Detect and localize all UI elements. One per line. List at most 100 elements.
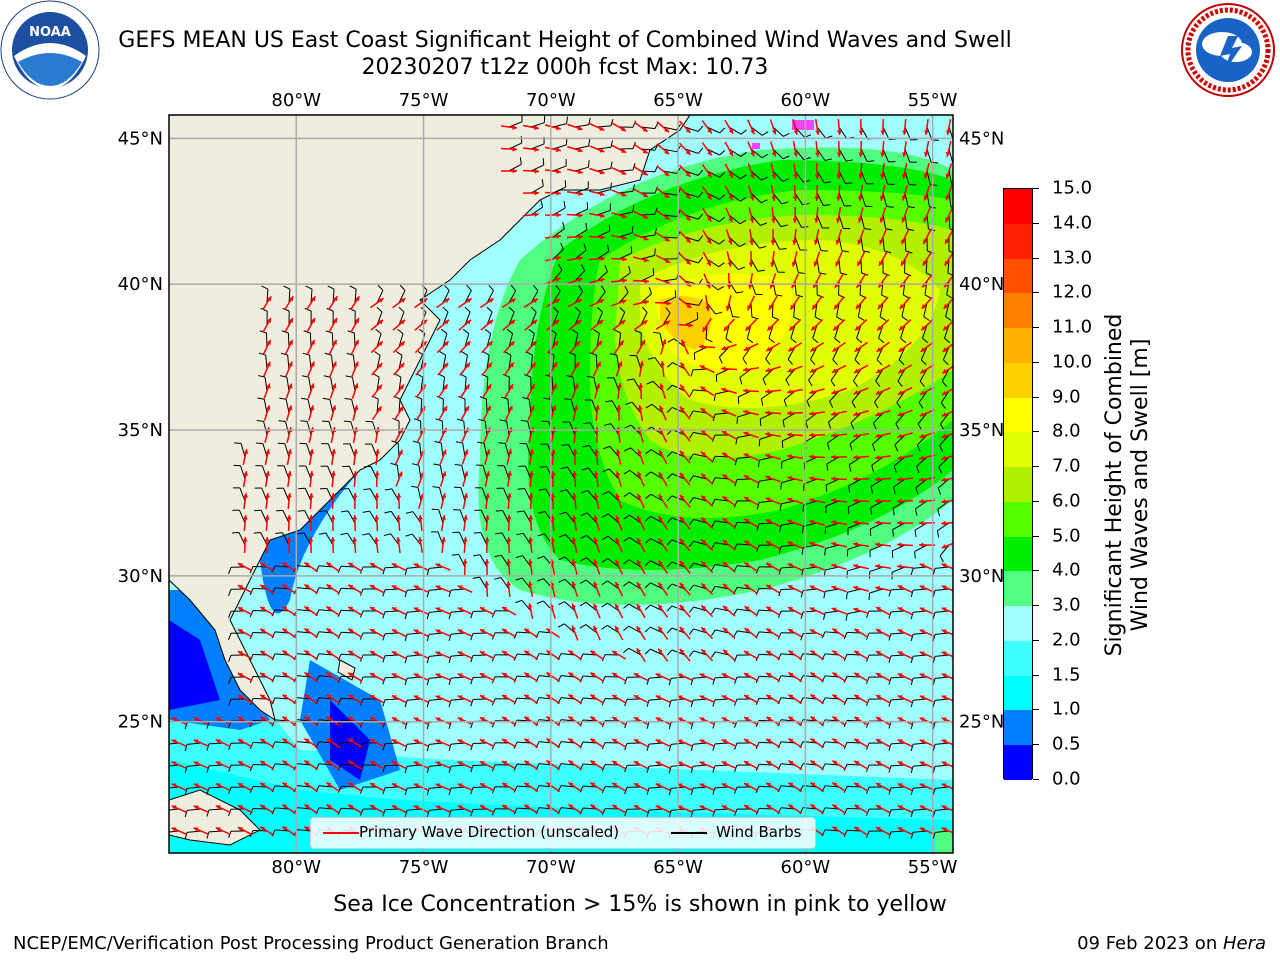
wave-arrow-head bbox=[658, 560, 663, 566]
wind-barb-feather bbox=[513, 741, 518, 749]
wind-barb-feather bbox=[231, 531, 239, 534]
wind-barb-feather bbox=[646, 787, 650, 795]
wave-arrow-head bbox=[266, 339, 271, 345]
wave-arrow-head bbox=[171, 783, 177, 788]
wind-barb bbox=[297, 807, 312, 810]
wind-barb bbox=[750, 214, 761, 226]
colorbar-tick-label: 13.0 bbox=[1052, 247, 1093, 269]
wave-arrow-head bbox=[706, 261, 711, 267]
wind-barb bbox=[825, 675, 840, 678]
wind-barb-feather bbox=[163, 744, 165, 751]
wind-barb bbox=[838, 214, 844, 229]
wave-arrow-head bbox=[875, 827, 881, 832]
wind-barb bbox=[935, 654, 950, 657]
wave-arrow-head bbox=[353, 405, 359, 411]
wind-barb bbox=[737, 608, 752, 612]
wave-arrow-head bbox=[369, 563, 375, 568]
wind-barb-feather bbox=[689, 389, 694, 397]
wave-arrow-head bbox=[919, 651, 925, 656]
wind-barb bbox=[429, 632, 444, 635]
wave-arrow-head bbox=[787, 389, 792, 395]
wind-barb-feather bbox=[688, 540, 694, 548]
wind-barb-feather bbox=[846, 159, 854, 162]
wave-arrow-head bbox=[326, 738, 332, 743]
wave-arrow-head bbox=[556, 147, 561, 153]
wave-arrow-head bbox=[308, 515, 314, 520]
wind-barb bbox=[567, 466, 576, 480]
wind-barb bbox=[662, 278, 677, 282]
wave-arrow-head bbox=[721, 695, 727, 700]
wind-barb bbox=[330, 377, 334, 392]
wind-barb bbox=[849, 434, 862, 445]
wind-barb-feather bbox=[536, 578, 544, 582]
wind-barb bbox=[781, 456, 796, 463]
colorbar-segment bbox=[1004, 501, 1032, 537]
wave-arrow-head bbox=[728, 195, 733, 201]
wind-barb-feather bbox=[755, 654, 760, 661]
wind-barb bbox=[368, 533, 378, 546]
wave-arrow-head bbox=[326, 650, 332, 655]
wind-barb bbox=[662, 170, 677, 175]
wave-arrow-head bbox=[326, 606, 332, 611]
wave-arrow-head bbox=[479, 783, 485, 788]
wind-barb-feather bbox=[597, 306, 603, 313]
wind-barb-feather bbox=[628, 265, 631, 274]
wave-arrow-head bbox=[502, 805, 508, 810]
wave-arrow-head bbox=[413, 695, 419, 700]
wind-barb-feather bbox=[583, 422, 591, 425]
wind-barb bbox=[340, 609, 356, 612]
wind-barb bbox=[484, 421, 488, 436]
wind-barb bbox=[169, 742, 180, 745]
wave-arrow-head bbox=[304, 672, 310, 677]
wind-barb bbox=[429, 808, 444, 811]
wind-barb-feather bbox=[404, 568, 408, 576]
wave-arrow-head bbox=[288, 339, 293, 345]
wind-barb bbox=[480, 509, 488, 524]
wave-arrow-head bbox=[788, 804, 794, 810]
wind-legend-line bbox=[671, 832, 707, 834]
wave-arrow-head bbox=[944, 260, 950, 266]
colorbar-tick-label: 14.0 bbox=[1052, 212, 1093, 234]
wind-barb bbox=[472, 610, 488, 613]
wind-barb bbox=[916, 456, 928, 467]
wind-barb-feather bbox=[688, 475, 694, 482]
wind-barb bbox=[684, 170, 699, 176]
wind-barb-feather bbox=[780, 482, 782, 490]
colorbar-tick bbox=[1033, 222, 1039, 224]
wave-arrow-head bbox=[594, 449, 600, 454]
wind-barb bbox=[596, 271, 608, 282]
wave-arrow-head bbox=[793, 174, 798, 179]
wind-barb-feather bbox=[836, 316, 843, 321]
wave-arrow-head bbox=[572, 449, 578, 454]
wind-barb-feather bbox=[580, 557, 587, 562]
wind-barb bbox=[659, 333, 664, 348]
wind-barb bbox=[327, 443, 334, 458]
wave-arrow-head bbox=[331, 449, 336, 454]
wind-barb bbox=[252, 697, 268, 700]
wave-arrow-head bbox=[287, 449, 293, 454]
wind-barb bbox=[750, 126, 763, 136]
wind-barb-feather bbox=[812, 337, 819, 344]
wave-arrow-head bbox=[642, 170, 648, 176]
wave-arrow-head bbox=[568, 716, 574, 721]
wave-arrow-head bbox=[788, 760, 794, 766]
wave-arrow-head bbox=[857, 217, 863, 223]
wind-barb-feather bbox=[740, 197, 747, 202]
wind-barb bbox=[923, 302, 928, 317]
wave-arrow-head bbox=[810, 738, 816, 743]
wave-arrow-head bbox=[766, 672, 772, 678]
wind-barb bbox=[828, 412, 840, 423]
wave-arrow-head bbox=[282, 562, 288, 568]
wind-barb bbox=[459, 509, 466, 524]
wave-arrow-head bbox=[919, 827, 925, 832]
wind-barb-feather bbox=[384, 510, 392, 514]
wave-arrow-head bbox=[788, 694, 794, 700]
wind-barb bbox=[309, 355, 312, 370]
wind-barb bbox=[284, 421, 290, 436]
field-florida-shelf bbox=[169, 620, 220, 710]
wind-barb bbox=[935, 830, 950, 833]
wind-barb-feather bbox=[800, 611, 804, 619]
wind-barb bbox=[561, 741, 576, 744]
wind-barb bbox=[407, 742, 422, 745]
wave-arrow-head bbox=[789, 325, 795, 331]
